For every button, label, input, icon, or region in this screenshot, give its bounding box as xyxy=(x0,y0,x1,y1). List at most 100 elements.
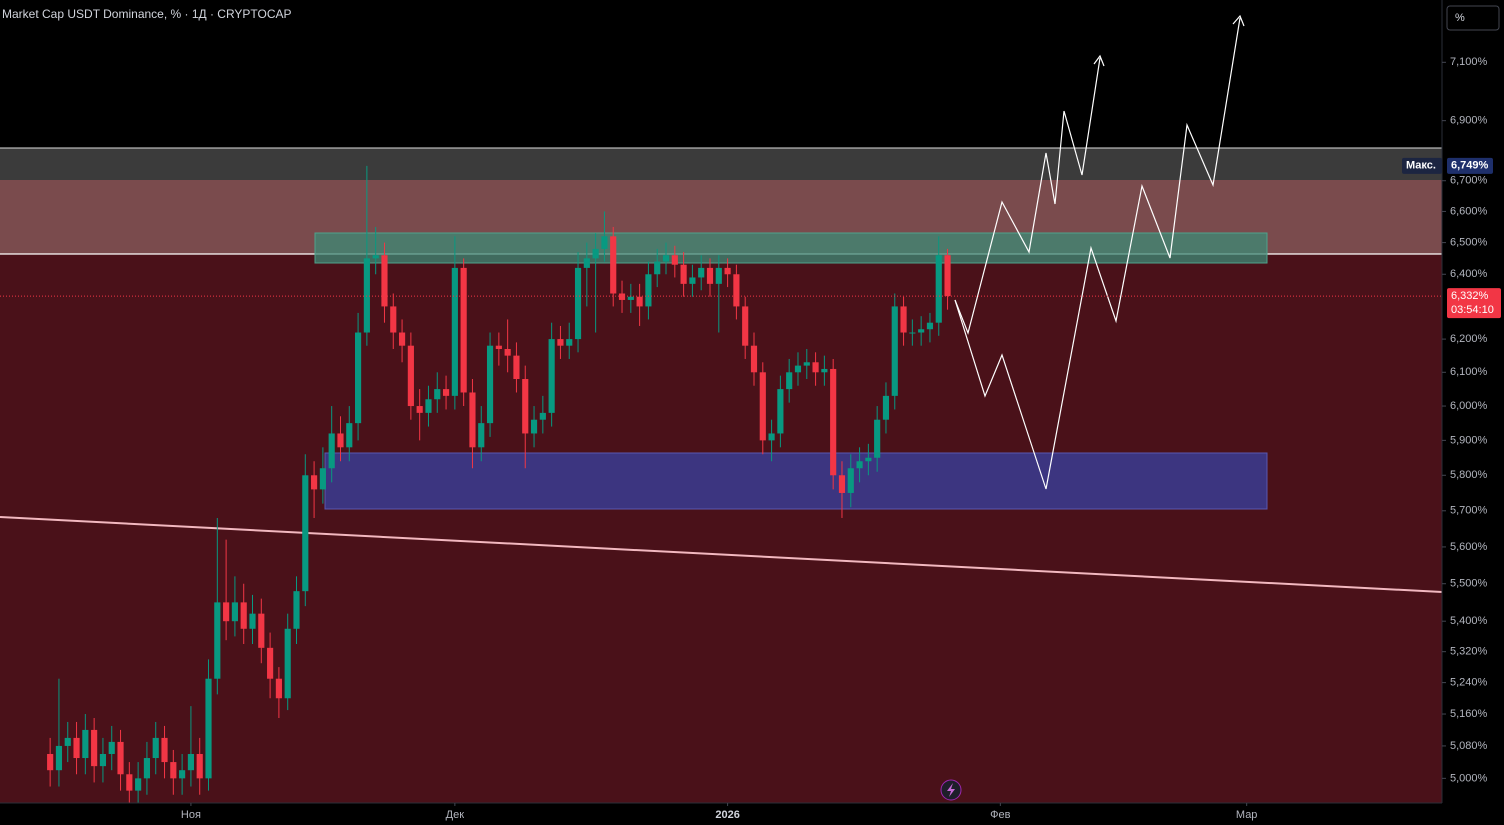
y-tick-label: 6,500% xyxy=(1450,237,1488,249)
candle-body xyxy=(830,368,837,476)
x-tick-label: Ноя xyxy=(181,809,201,821)
candle-body xyxy=(460,267,467,393)
candle-body xyxy=(381,255,388,307)
candle-body xyxy=(117,741,124,775)
candle-body xyxy=(73,737,80,759)
candle-body xyxy=(610,236,617,294)
candle-body xyxy=(231,602,238,622)
y-tick-label: 5,400% xyxy=(1450,615,1488,627)
candle-body xyxy=(513,355,520,380)
candle-body xyxy=(592,248,599,259)
candle-body xyxy=(82,729,89,759)
candle-body xyxy=(777,389,784,434)
candle-body xyxy=(803,362,810,366)
max-marker-text: Макс. xyxy=(1406,160,1436,172)
candle-body xyxy=(328,433,335,469)
candle-body xyxy=(821,368,828,373)
candle-body xyxy=(108,741,115,754)
arrow-head xyxy=(1232,14,1245,27)
candle-body xyxy=(786,372,793,390)
candle-body xyxy=(442,389,450,396)
x-tick-label: Мар xyxy=(1236,809,1258,821)
candle-body xyxy=(812,362,819,373)
last-price-box xyxy=(1447,288,1501,319)
candle-body xyxy=(874,419,881,458)
candle-body xyxy=(627,296,634,300)
candle-body xyxy=(539,412,546,420)
candle-body xyxy=(346,423,353,448)
candle-body xyxy=(337,433,344,448)
candle-body xyxy=(671,255,678,265)
candle-body xyxy=(293,591,300,629)
candle-body xyxy=(170,762,177,779)
y-tick-label: 5,240% xyxy=(1450,677,1488,689)
candle-body xyxy=(548,339,555,413)
arrow-head xyxy=(1093,54,1105,67)
candle-body xyxy=(618,293,626,300)
candle-body xyxy=(249,613,256,629)
candle-body xyxy=(469,392,476,448)
candle-body xyxy=(486,345,494,424)
candle-body xyxy=(759,372,766,441)
zone-gray xyxy=(0,148,1442,180)
candle-body xyxy=(654,261,661,275)
projection-path xyxy=(954,17,1241,490)
x-tick-label: 2026 xyxy=(715,809,739,821)
candle-body xyxy=(311,475,318,490)
event-icon-glyph xyxy=(947,783,955,797)
candle-body xyxy=(944,255,951,297)
candle-body xyxy=(838,475,846,493)
y-tick-label: 5,160% xyxy=(1450,708,1488,720)
candle-body xyxy=(390,306,397,333)
candle-body xyxy=(662,255,670,262)
candle-body xyxy=(425,399,432,413)
candle-body xyxy=(856,461,863,469)
y-tick-label: 6,900% xyxy=(1450,115,1488,127)
candle-body xyxy=(99,753,107,767)
candle-body xyxy=(724,267,731,275)
candle-body xyxy=(742,306,749,346)
y-tick-label: 5,500% xyxy=(1450,578,1488,590)
candle-body xyxy=(143,758,151,779)
y-tick-label: 6,400% xyxy=(1450,268,1488,280)
candle-body xyxy=(47,753,54,771)
candle-body xyxy=(768,433,775,441)
y-tick-label: 5,900% xyxy=(1450,434,1488,446)
candle-body xyxy=(495,345,502,349)
candle-body xyxy=(451,267,458,396)
candle-body xyxy=(882,395,890,420)
candle-body xyxy=(891,306,898,396)
support-zone xyxy=(324,452,1268,510)
candle-body xyxy=(398,332,406,346)
candle-body xyxy=(698,267,705,278)
scale-button[interactable] xyxy=(1446,5,1500,31)
countdown-label: 03:54:10 xyxy=(1451,304,1494,316)
candle-body xyxy=(161,737,168,763)
candle-body xyxy=(223,602,230,622)
candle-body xyxy=(926,322,934,330)
time-axis xyxy=(0,803,1504,825)
max-value-label: 6,749% xyxy=(1451,160,1489,172)
candle-body xyxy=(645,274,652,307)
candle-body xyxy=(530,419,538,434)
scale-button-label: % xyxy=(1455,12,1465,24)
candle-body xyxy=(372,255,379,259)
candle-body xyxy=(918,329,925,333)
candle-body xyxy=(750,345,758,373)
y-tick-label: 5,320% xyxy=(1450,646,1488,658)
y-tick-label: 5,700% xyxy=(1450,505,1488,517)
resistance-zone xyxy=(314,232,1268,264)
y-tick-label: 6,200% xyxy=(1450,333,1488,345)
max-marker-box xyxy=(1402,157,1442,174)
candle-body xyxy=(258,613,265,648)
candle-body xyxy=(909,332,916,334)
candle-body xyxy=(847,468,854,493)
chart-title: Market Cap USDT Dominance, % · 1Д · CRYP… xyxy=(2,7,292,21)
candle-body xyxy=(214,602,221,679)
candle-body xyxy=(557,339,564,346)
candle-body xyxy=(601,236,608,249)
candle-body xyxy=(64,737,71,746)
candle-body xyxy=(574,267,582,340)
